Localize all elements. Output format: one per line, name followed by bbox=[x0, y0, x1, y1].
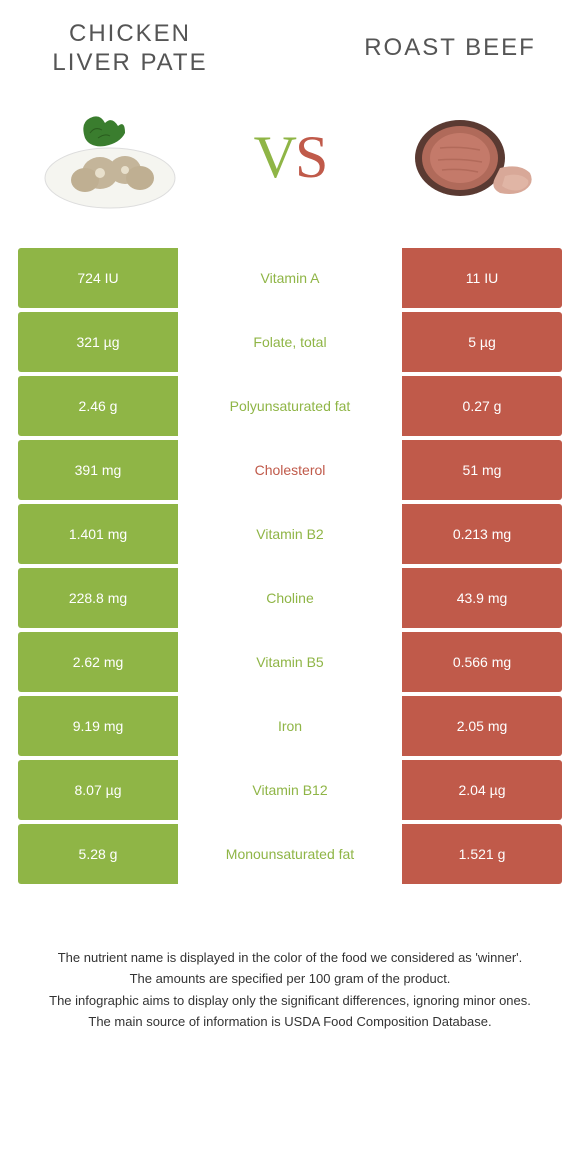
right-value: 1.521 g bbox=[402, 824, 562, 884]
table-row: 2.62 mgVitamin B50.566 mg bbox=[18, 632, 562, 692]
nutrient-label: Folate, total bbox=[178, 312, 402, 372]
table-row: 8.07 µgVitamin B122.04 µg bbox=[18, 760, 562, 820]
right-value: 51 mg bbox=[402, 440, 562, 500]
header: CHICKEN LIVER PATE ROAST BEEF bbox=[0, 0, 580, 88]
left-food-title: CHICKEN LIVER PATE bbox=[40, 20, 220, 78]
right-value: 0.213 mg bbox=[402, 504, 562, 564]
right-food-title: ROAST BEEF bbox=[360, 34, 540, 63]
left-value: 9.19 mg bbox=[18, 696, 178, 756]
left-title-line1: CHICKEN bbox=[69, 20, 191, 47]
left-food-image bbox=[30, 98, 190, 218]
table-row: 321 µgFolate, total5 µg bbox=[18, 312, 562, 372]
left-value: 5.28 g bbox=[18, 824, 178, 884]
left-value: 2.46 g bbox=[18, 376, 178, 436]
right-value: 2.04 µg bbox=[402, 760, 562, 820]
nutrient-label: Vitamin B5 bbox=[178, 632, 402, 692]
left-title-line2: LIVER PATE bbox=[52, 49, 207, 76]
table-row: 5.28 gMonounsaturated fat1.521 g bbox=[18, 824, 562, 884]
left-value: 2.62 mg bbox=[18, 632, 178, 692]
footer-notes: The nutrient name is displayed in the co… bbox=[0, 888, 580, 1054]
table-row: 9.19 mgIron2.05 mg bbox=[18, 696, 562, 756]
left-value: 391 mg bbox=[18, 440, 178, 500]
nutrient-label: Vitamin A bbox=[178, 248, 402, 308]
right-food-image bbox=[390, 98, 550, 218]
nutrient-label: Vitamin B12 bbox=[178, 760, 402, 820]
table-row: 1.401 mgVitamin B20.213 mg bbox=[18, 504, 562, 564]
left-value: 228.8 mg bbox=[18, 568, 178, 628]
left-value: 724 IU bbox=[18, 248, 178, 308]
table-row: 2.46 gPolyunsaturated fat0.27 g bbox=[18, 376, 562, 436]
left-value: 321 µg bbox=[18, 312, 178, 372]
right-value: 0.27 g bbox=[402, 376, 562, 436]
footer-line3: The infographic aims to display only the… bbox=[30, 991, 550, 1011]
right-value: 5 µg bbox=[402, 312, 562, 372]
nutrient-label: Polyunsaturated fat bbox=[178, 376, 402, 436]
vs-v: V bbox=[254, 124, 295, 190]
images-row: VS bbox=[0, 88, 580, 248]
right-value: 2.05 mg bbox=[402, 696, 562, 756]
table-row: 228.8 mgCholine43.9 mg bbox=[18, 568, 562, 628]
footer-line4: The main source of information is USDA F… bbox=[30, 1012, 550, 1032]
left-value: 8.07 µg bbox=[18, 760, 178, 820]
vs-s: S bbox=[295, 124, 326, 190]
nutrient-label: Iron bbox=[178, 696, 402, 756]
right-value: 43.9 mg bbox=[402, 568, 562, 628]
table-row: 391 mgCholesterol51 mg bbox=[18, 440, 562, 500]
vs-label: VS bbox=[254, 123, 327, 192]
comparison-table: 724 IUVitamin A11 IU321 µgFolate, total5… bbox=[0, 248, 580, 884]
footer-line1: The nutrient name is displayed in the co… bbox=[30, 948, 550, 968]
nutrient-label: Monounsaturated fat bbox=[178, 824, 402, 884]
right-value: 0.566 mg bbox=[402, 632, 562, 692]
footer-line2: The amounts are specified per 100 gram o… bbox=[30, 969, 550, 989]
nutrient-label: Cholesterol bbox=[178, 440, 402, 500]
nutrient-label: Choline bbox=[178, 568, 402, 628]
nutrient-label: Vitamin B2 bbox=[178, 504, 402, 564]
left-value: 1.401 mg bbox=[18, 504, 178, 564]
right-value: 11 IU bbox=[402, 248, 562, 308]
table-row: 724 IUVitamin A11 IU bbox=[18, 248, 562, 308]
